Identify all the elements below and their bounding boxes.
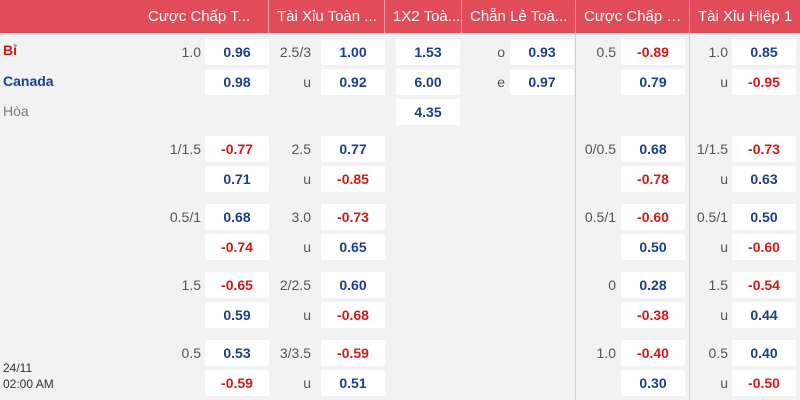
header-divider	[689, 0, 690, 33]
total-line: 1/1.5	[696, 141, 728, 157]
odds-button[interactable]: 0.92	[321, 69, 385, 95]
odds-button[interactable]: -0.65	[205, 272, 269, 298]
odds-button[interactable]: -0.40	[621, 340, 685, 366]
odds-button[interactable]: 0.50	[621, 234, 685, 260]
odds-button[interactable]: -0.50	[732, 370, 796, 396]
odds-button[interactable]: 0.68	[205, 204, 269, 230]
odds-button[interactable]: -0.73	[732, 136, 796, 162]
total-line: 0.5/1	[696, 209, 728, 225]
odds-button[interactable]: 0.65	[321, 234, 385, 260]
header-divider	[384, 0, 385, 33]
header-odd-even-fulltime[interactable]: Chẵn Lẻ Toà...	[470, 8, 568, 25]
odds-button[interactable]: 0.71	[205, 166, 269, 192]
odds-button[interactable]: 0.30	[621, 370, 685, 396]
handicap-line: 1.5	[181, 277, 201, 293]
odds-button[interactable]: 0.85	[732, 39, 796, 65]
under-marker: u	[303, 375, 311, 391]
total-line: 3.0	[291, 209, 311, 225]
header-divider	[461, 0, 462, 33]
odds-button[interactable]: -0.60	[732, 234, 796, 260]
odds-table-header: Cược Chấp T... Tài Xỉu Toàn ... 1X2 Toà.…	[0, 0, 800, 33]
odds-button[interactable]: 0.77	[321, 136, 385, 162]
header-over-under-half1[interactable]: Tài Xỉu Hiệp 1	[698, 8, 793, 25]
odds-button[interactable]: 1.53	[396, 39, 460, 65]
handicap-line: 1/1.5	[169, 141, 201, 157]
odds-button[interactable]: -0.59	[321, 340, 385, 366]
header-divider	[268, 0, 269, 33]
odds-button[interactable]: 0.60	[321, 272, 385, 298]
handicap-line: 0.5/1	[169, 209, 201, 225]
odds-button[interactable]: 0.51	[321, 370, 385, 396]
odds-button[interactable]: 4.35	[396, 99, 460, 125]
odds-button[interactable]: -0.74	[205, 234, 269, 260]
under-marker: u	[303, 171, 311, 187]
match-time: 02:00 AM	[3, 377, 54, 391]
odds-button[interactable]: 0.50	[732, 204, 796, 230]
even-marker: e	[497, 74, 505, 90]
under-marker: u	[303, 239, 311, 255]
total-line: 0.5	[708, 345, 728, 361]
home-team-name: Bỉ	[3, 42, 17, 58]
odds-button[interactable]: 0.44	[732, 302, 796, 328]
odds-button[interactable]: 0.28	[621, 272, 685, 298]
column-divider	[575, 33, 576, 400]
odds-button[interactable]: -0.38	[621, 302, 685, 328]
odds-button[interactable]: 0.40	[732, 340, 796, 366]
total-line: 3/3.5	[279, 345, 311, 361]
odds-button[interactable]: -0.95	[732, 69, 796, 95]
under-marker: u	[720, 239, 728, 255]
handicap-line: 1.0	[181, 44, 201, 60]
total-line: 1.0	[708, 44, 728, 60]
odds-button[interactable]: -0.73	[321, 204, 385, 230]
odds-button[interactable]: -0.85	[321, 166, 385, 192]
odds-button[interactable]: -0.78	[621, 166, 685, 192]
handicap-line: 0.5	[596, 44, 616, 60]
odds-button[interactable]: -0.54	[732, 272, 796, 298]
odds-button[interactable]: -0.77	[205, 136, 269, 162]
odds-button[interactable]: -0.59	[205, 370, 269, 396]
total-line: 1.5	[708, 277, 728, 293]
odds-button[interactable]: 1.00	[321, 39, 385, 65]
odds-button[interactable]: 0.93	[510, 39, 574, 65]
header-over-under-fulltime[interactable]: Tài Xỉu Toàn ...	[277, 8, 377, 25]
odds-button[interactable]: 6.00	[396, 69, 460, 95]
under-marker: u	[720, 375, 728, 391]
total-line: 2.5/3	[279, 44, 311, 60]
header-divider	[575, 0, 576, 33]
handicap-line: 0.5/1	[584, 209, 616, 225]
handicap-line: 0.5	[181, 345, 201, 361]
total-line: 2.5	[291, 141, 311, 157]
odds-button[interactable]: 0.53	[205, 340, 269, 366]
odds-button[interactable]: 0.98	[205, 69, 269, 95]
handicap-line: 1.0	[596, 345, 616, 361]
odds-button[interactable]: 0.59	[205, 302, 269, 328]
header-1x2-fulltime[interactable]: 1X2 Toà...	[393, 8, 461, 25]
total-line: 2/2.5	[279, 277, 311, 293]
away-team-name: Canada	[3, 73, 54, 89]
odds-button[interactable]: 0.63	[732, 166, 796, 192]
match-date: 24/11	[3, 361, 33, 375]
handicap-line: 0	[608, 277, 616, 293]
header-handicap-half1[interactable]: Cược Chấp H...	[584, 8, 689, 25]
under-marker: u	[720, 307, 728, 323]
under-marker: u	[303, 307, 311, 323]
handicap-line: 0/0.5	[584, 141, 616, 157]
column-divider	[689, 33, 690, 400]
odd-marker: o	[497, 44, 505, 60]
under-marker: u	[720, 171, 728, 187]
odds-button[interactable]: 0.96	[205, 39, 269, 65]
draw-label: Hòa	[3, 103, 29, 119]
under-marker: u	[303, 74, 311, 90]
odds-button[interactable]: -0.68	[321, 302, 385, 328]
odds-button[interactable]: 0.68	[621, 136, 685, 162]
header-handicap-fulltime[interactable]: Cược Chấp T...	[148, 8, 251, 25]
odds-button[interactable]: 0.79	[621, 69, 685, 95]
odds-button[interactable]: -0.89	[621, 39, 685, 65]
odds-button[interactable]: 0.97	[510, 69, 574, 95]
under-marker: u	[720, 74, 728, 90]
odds-button[interactable]: -0.60	[621, 204, 685, 230]
